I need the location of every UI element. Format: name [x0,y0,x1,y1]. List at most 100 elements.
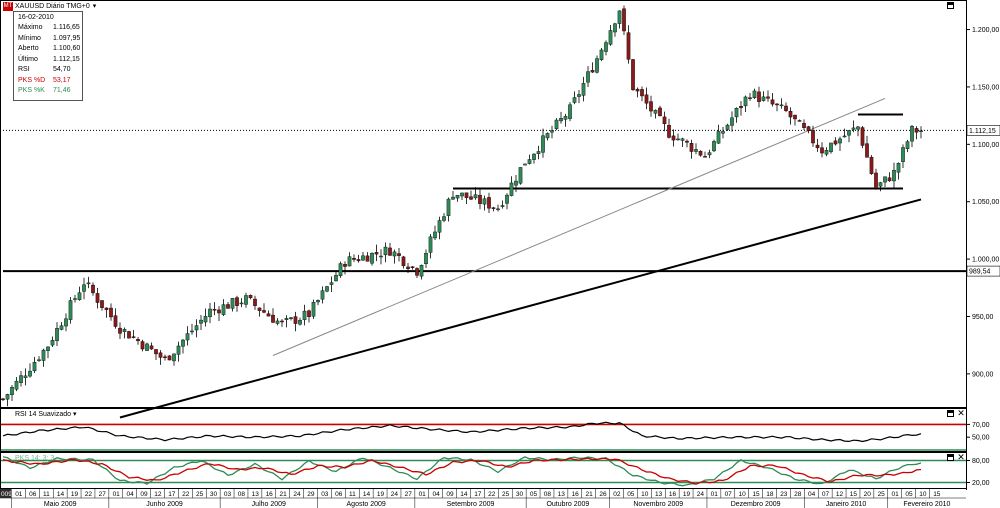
close-icon[interactable]: ✕ [957,452,965,462]
candle-body [185,333,190,341]
candle-body [527,159,532,164]
candle-body [14,380,19,390]
candle-body [284,318,289,320]
candle-body [122,329,127,332]
x-tick-label: 14 [460,491,468,498]
info-value: 53,17 [53,76,71,84]
candle-body [415,268,419,276]
rsi-panel-title[interactable]: RSI 14 Suavizado ▾ [15,410,77,419]
candle-body [658,107,662,117]
x-tick-label: 15 [933,491,941,498]
platform-logo: MT [3,2,13,11]
pks-panel-title[interactable]: PKS 14; 3; 3 [15,454,54,463]
close-icon[interactable]: ✕ [957,408,965,418]
x-tick-label: 25 [878,491,886,498]
month-label: Novembro 2009 [633,501,683,508]
candle-body [824,150,829,155]
candle-body [275,320,280,324]
month-label: Setembro 2009 [447,501,495,508]
candle-body [244,295,248,305]
candle-body [320,290,325,300]
candle-body [703,156,707,158]
candle-body [401,256,406,267]
candle-body [455,194,460,199]
y-tick-label: 1.050,00 [972,199,999,206]
candle-body [914,128,919,133]
candle-body [226,304,230,309]
candle-body [577,94,581,97]
chevron-down-icon[interactable]: ▾ [73,411,77,418]
maximize-icon[interactable] [947,410,954,417]
x-tick-label: 03 [224,491,232,498]
indicator-line [2,457,922,485]
candle-body [523,163,527,166]
candle-body [770,99,775,105]
last-price-box [966,125,1000,136]
candle-body [388,247,392,256]
candle-body [352,258,356,260]
candle-body [217,309,221,314]
x-tick-label: 16 [572,491,580,498]
candle-body [118,327,122,334]
candle-body [716,131,721,144]
chevron-down-icon[interactable]: ▾ [92,3,97,10]
maximize-icon[interactable] [947,2,954,9]
candle-body [892,170,896,182]
candle-body [775,103,779,106]
x-tick-label: 08 [238,491,246,498]
month-label: Janeiro 2010 [826,501,867,508]
candle-body [280,320,284,323]
candle-body [469,196,473,200]
info-label: PKS %K [18,87,45,94]
candle-body [572,97,577,103]
candle-body [82,284,86,292]
candle-body [559,118,563,122]
info-row: Máximo 1.116,65 [18,23,80,33]
candle-body [622,8,626,32]
chart-title[interactable]: MT XAUUSD Diário TMG+0 ▾ [3,2,96,12]
candle-body [887,177,892,182]
maximize-icon[interactable] [947,454,954,461]
candle-body [451,196,455,200]
candle-body [32,362,37,372]
candle-body [473,194,478,199]
x-tick-label: 23 [780,491,788,498]
candle-body [163,356,167,358]
x-axis-first-label: 009 [1,491,12,498]
candle-body [730,117,734,126]
trend-line [272,97,886,356]
candle-body [599,49,604,60]
candle-body [406,266,410,269]
candle-body [883,176,887,183]
y-tick-label: 950,00 [972,314,994,321]
candle-body [797,120,802,122]
candle-body [734,108,739,118]
info-value: 1.112,15 [53,55,80,63]
candle-body [136,339,140,342]
candle-body [176,345,181,355]
candle-body [505,194,509,204]
symbol-title: XAUUSD Diário TMG+0 [15,3,90,10]
candle-body [113,315,118,327]
month-label: Agosto 2009 [347,501,386,508]
candle-body [689,143,694,152]
candle-body [496,208,500,211]
info-row: Mínimo 1.097,95 [18,34,80,44]
candle-body [766,96,770,99]
y-tick-label: 1.200,00 [972,27,999,34]
candle-body [28,370,32,377]
x-tick-label: 20 [864,491,872,498]
info-row: Aberto 1.100,60 [18,44,80,54]
candle-body [194,325,199,331]
info-row: PKS %D 53,17 [18,76,80,86]
y-tick-label: 80,00 [972,458,990,465]
candle-body [266,313,271,317]
candle-body [433,231,437,239]
info-label: Máximo [18,24,43,31]
candle-body [626,32,631,60]
x-tick-label: 27 [405,491,413,498]
candle-body [424,253,428,265]
x-tick-label: 11 [43,491,50,498]
